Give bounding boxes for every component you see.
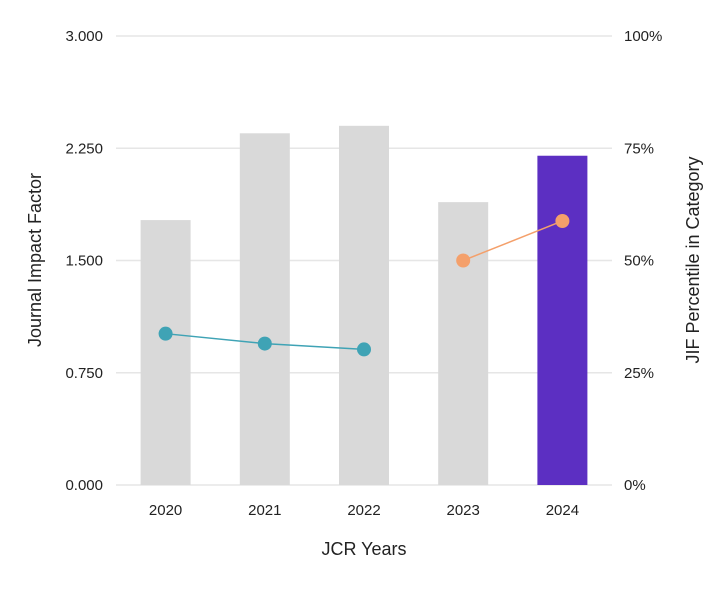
tick-labels: 0.000 0% 0.750 25% 1.500 50% 2.250 75% 3.000 100%… xyxy=(65,28,662,519)
x-tick-label: 2022 xyxy=(347,502,380,519)
bar xyxy=(537,155,588,485)
percentile-line xyxy=(462,220,563,262)
y-tick-label: 0.000 xyxy=(65,477,103,494)
bar-series xyxy=(140,125,588,486)
y2-tick-label: 25% xyxy=(624,365,654,382)
bar xyxy=(239,133,290,486)
x-tick-label: 2020 xyxy=(149,502,182,519)
y2-axis-title: JIF Percentile in Category xyxy=(683,156,703,363)
x-tick-label: 2021 xyxy=(248,502,281,519)
y-axis-title: Journal Impact Factor xyxy=(25,173,45,347)
y2-tick-label: 100% xyxy=(624,28,662,45)
y-tick-label: 1.500 xyxy=(65,253,103,270)
percentile-point xyxy=(257,336,272,351)
bar xyxy=(140,220,191,485)
bar xyxy=(339,125,389,486)
y-tick-label: 3.000 xyxy=(65,28,103,45)
percentile-point xyxy=(357,342,371,357)
bar xyxy=(438,202,489,485)
x-tick-label: 2023 xyxy=(447,502,480,519)
x-axis-title: JCR Years xyxy=(321,539,406,559)
y-tick-label: 2.250 xyxy=(65,140,103,157)
percentile-point xyxy=(158,326,173,341)
y2-tick-label: 0% xyxy=(624,477,646,494)
line-series xyxy=(158,213,570,357)
y2-tick-label: 50% xyxy=(624,253,654,270)
percentile-point xyxy=(555,213,570,228)
y2-tick-label: 75% xyxy=(624,140,654,157)
y-tick-label: 0.750 xyxy=(65,365,103,382)
percentile-point xyxy=(456,253,471,268)
x-tick-label: 2024 xyxy=(546,502,579,519)
